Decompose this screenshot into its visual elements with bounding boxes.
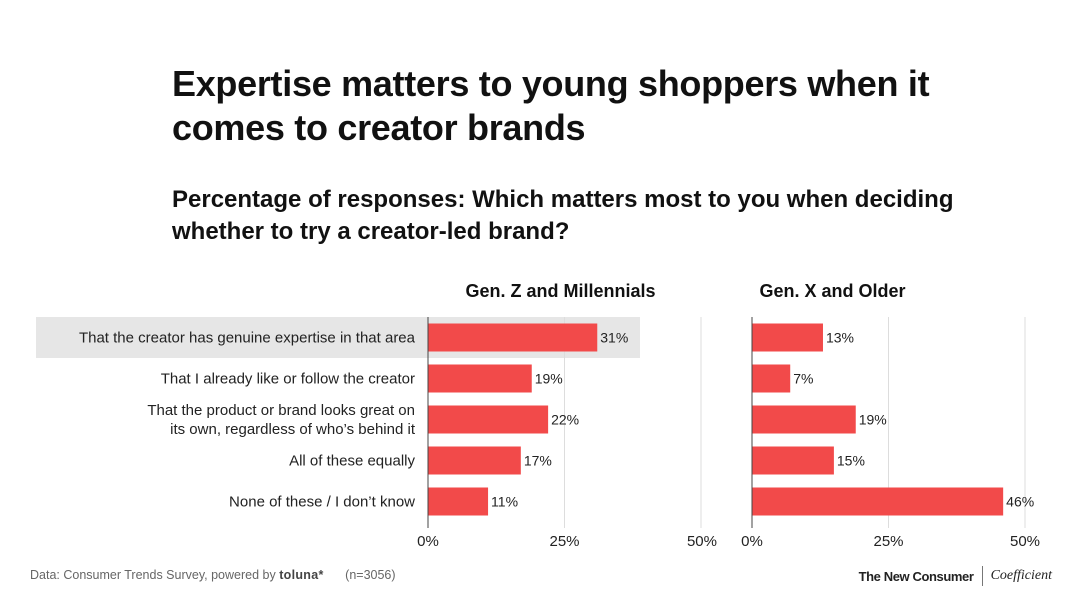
data-label: 19% (859, 412, 887, 428)
tick-label: 0% (417, 533, 439, 550)
bar (428, 323, 598, 352)
source-note: Data: Consumer Trends Survey, powered by… (30, 568, 396, 582)
bar (428, 487, 489, 516)
bar (428, 446, 521, 475)
series-header: Gen. Z and Millennials (465, 281, 655, 301)
category-label: That I already like or follow the creato… (161, 371, 415, 388)
category-label: None of these / I don’t know (229, 494, 415, 511)
tick-label: 25% (549, 533, 579, 550)
category-label: That the creator has genuine expertise i… (79, 330, 416, 347)
bar (752, 323, 823, 352)
publisher-logos: The New Consumer Coefficient (859, 566, 1052, 586)
data-label: 15% (837, 453, 865, 469)
tick-label: 0% (741, 533, 763, 550)
data-label: 7% (793, 371, 813, 387)
category-label: its own, regardless of who’s behind it (170, 421, 416, 438)
chart-subtitle: Percentage of responses: Which matters m… (172, 186, 954, 245)
data-label: 19% (535, 371, 563, 387)
coefficient-logo: Coefficient (990, 568, 1052, 583)
new-consumer-logo: The New Consumer (858, 568, 974, 584)
chart-title: Expertise matters to young shoppers when… (172, 63, 930, 148)
bar (428, 405, 549, 434)
series-header: Gen. X and Older (759, 281, 905, 301)
tick-label: 50% (1010, 533, 1040, 550)
sample-size: (n=3056) (345, 568, 396, 582)
source-text: Data: Consumer Trends Survey, powered by (30, 568, 276, 582)
category-label: All of these equally (289, 453, 415, 470)
bar (752, 487, 1004, 516)
bar (752, 405, 856, 434)
data-label: 46% (1006, 494, 1034, 510)
data-label: 22% (551, 412, 579, 428)
bar (752, 446, 834, 475)
bar (752, 364, 791, 393)
data-label: 11% (491, 494, 518, 510)
data-label: 31% (600, 330, 628, 346)
tick-label: 50% (687, 533, 717, 550)
logo-divider (981, 566, 983, 586)
tick-label: 25% (873, 533, 903, 550)
data-label: 13% (826, 330, 854, 346)
category-label: That the product or brand looks great on (147, 402, 415, 419)
toluna-logo: toluna* (279, 568, 324, 582)
data-label: 17% (524, 453, 552, 469)
bar (428, 364, 532, 393)
